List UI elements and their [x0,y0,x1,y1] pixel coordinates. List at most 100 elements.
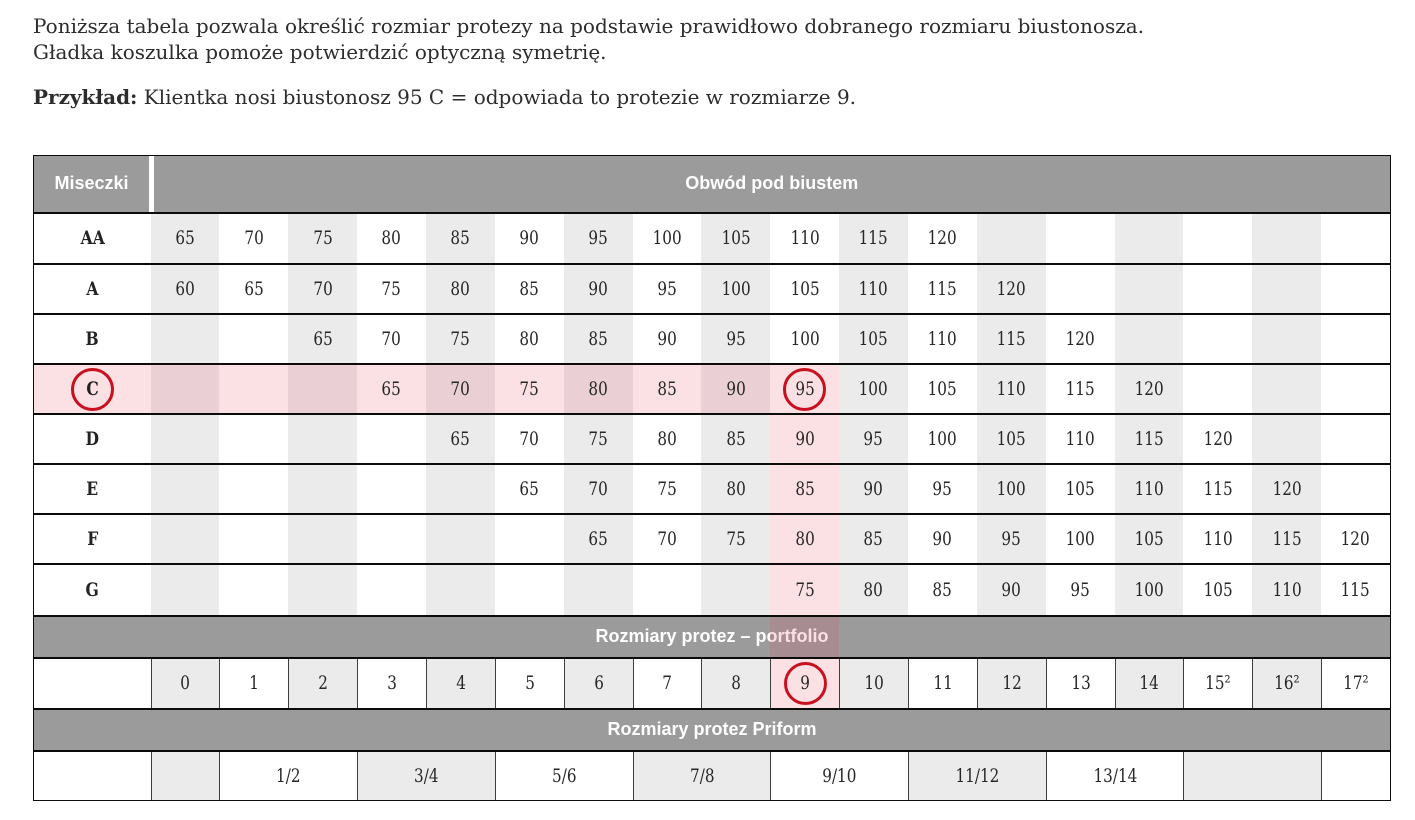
portfolio-band-label: Rozmiary protez – portfolio [595,626,829,646]
corner-header-miseczki: Miseczki [54,173,129,193]
size-cell [1114,265,1184,313]
size-cell: 105 [1114,515,1184,563]
size-cell: 90 [976,565,1046,615]
size-cell: 65 [519,478,539,500]
size-cell: 100 [1114,565,1184,615]
cup-row-A: A 60 65 70 75 80 85 90 95 100 105 110 115 120 [34,263,1390,313]
size-cell [219,315,288,363]
size-cell: 80 [381,227,402,250]
table-header-row: Miseczki Obwód pod biustem [34,155,1390,212]
size-cell: 95 [1070,578,1090,601]
size-cell: 70 [244,227,264,250]
portfolio-cell: 8 [701,658,771,708]
example-label: Przykład: [33,85,138,109]
size-cell [1183,315,1252,363]
priform-band-label: Rozmiary protez Priform [607,719,817,740]
size-cell: 100 [839,365,908,413]
intro-paragraphs: Poniższa tabela pozwala określić rozmiar… [33,13,1144,110]
size-cell [1183,214,1252,264]
portfolio-sizes-row: 0 1 2 3 4 5 6 7 8 9 10 11 12 13 14 15² 16² 17² [34,656,1390,709]
size-cell: 120 [976,265,1046,313]
size-cell: 110 [790,227,820,250]
size-cell: 65 [425,415,495,463]
size-cell [288,365,358,413]
size-cell: 80 [701,465,771,513]
size-cell [219,465,288,513]
size-cell [150,315,220,363]
size-cell [150,565,220,615]
size-cell [563,565,633,615]
portfolio-cell: 16² [1252,658,1322,708]
portfolio-empty-label-cell [34,659,151,709]
size-cell: 85 [701,415,771,463]
size-cell [288,565,358,615]
size-cell: 90 [770,415,840,463]
portfolio-band-header: Rozmiary protez – portfolio [34,614,1390,657]
cup-label-cell: G [85,578,99,601]
size-cell: 80 [519,328,539,350]
size-cell [1183,265,1252,313]
size-cell: 115 [839,213,908,263]
size-cell [219,565,288,615]
size-cell: 70 [288,265,358,313]
portfolio-cell: 2 [288,658,358,708]
cup-row-F: F 65 70 75 80 85 90 95 100 105 110 115 120 [34,513,1390,563]
size-cell: 110 [839,265,908,313]
priform-cell [1321,751,1390,800]
size-cell [357,515,426,563]
priform-cell: 9/10 [770,751,908,800]
priform-cell: 3/4 [357,751,495,800]
priform-cell: 11/12 [907,751,1046,800]
size-cell [357,565,426,615]
size-cell [495,565,564,615]
size-cell: 65 [563,515,633,563]
cup-label-cell: F [86,528,98,550]
size-cell [1252,365,1322,413]
size-cell: 95 [563,213,633,263]
size-cell [357,415,426,463]
size-cell: 115 [1203,478,1233,500]
size-cell: 105 [1065,478,1095,500]
size-cell: 105 [839,315,908,363]
size-cell [1252,415,1322,463]
size-cell [425,465,495,513]
size-cell: 85 [770,465,840,513]
size-cell: 120 [1341,528,1371,550]
size-cell: 75 [770,565,840,615]
size-cell: 120 [927,227,957,250]
cup-label-cell: E [86,478,99,500]
size-cell: 60 [150,265,220,313]
size-cell: 80 [425,265,495,313]
size-cell: 75 [288,213,358,263]
size-cell: 95 [701,315,771,363]
size-cell: 90 [839,465,908,513]
size-cell: 115 [1114,415,1184,463]
cup-label-cell: AA [80,227,105,250]
intro-line-1: Poniższa tabela pozwala określić rozmiar… [33,14,1145,38]
size-cell [150,415,220,463]
size-cell: 90 [563,265,633,313]
size-cell: 65 [244,278,264,300]
size-cell [150,365,220,413]
size-cell [425,515,495,563]
size-cell [495,515,564,563]
size-cell [701,565,771,615]
cup-label-cell: C [34,365,151,413]
size-cell [219,515,288,563]
size-cell: 120 [1114,365,1184,413]
portfolio-cell: 7 [632,658,702,708]
priform-empty-label-cell [34,752,151,801]
portfolio-cell: 11 [907,658,977,708]
size-cell: 100 [701,265,771,313]
size-cell: 75 [657,478,677,500]
size-cell [288,415,358,463]
portfolio-cell: 12 [976,658,1046,708]
size-cell: 100 [1065,528,1095,550]
size-cell [288,515,358,563]
size-cell: 110 [1203,528,1233,550]
size-cell: 75 [425,315,495,363]
size-cell [219,415,288,463]
size-cell [1321,265,1390,313]
cup-label-cell: A [86,278,99,300]
size-cell: 70 [519,428,539,450]
